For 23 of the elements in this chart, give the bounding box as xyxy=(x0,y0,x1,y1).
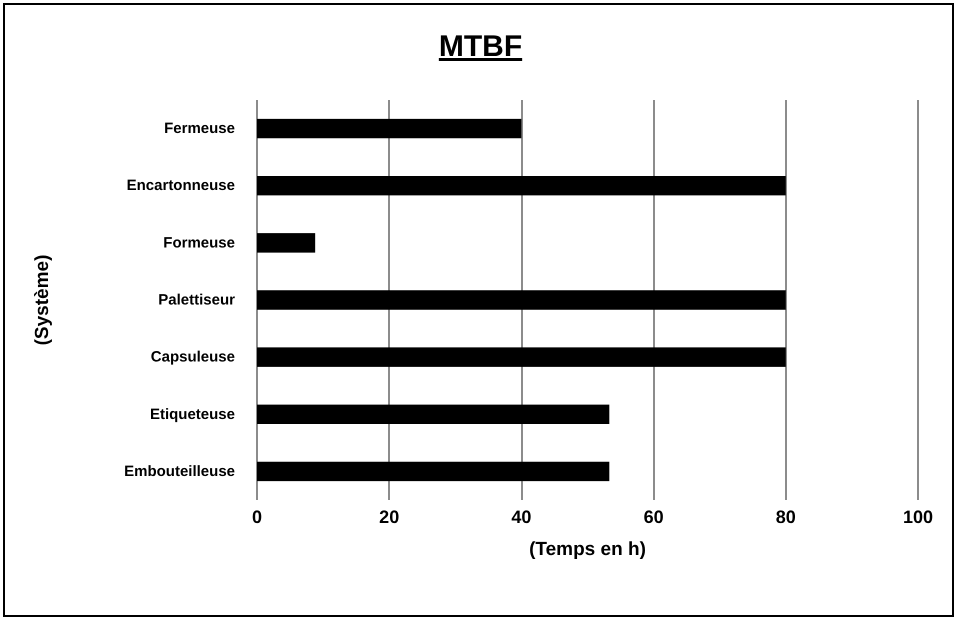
bar xyxy=(257,233,316,253)
x-tick-label: 20 xyxy=(379,507,400,527)
bar xyxy=(257,118,522,138)
y-tick-label: Embouteilleuse xyxy=(124,462,235,480)
x-tick-label: 40 xyxy=(511,507,532,527)
x-axis-title: (Temps en h) xyxy=(529,539,646,560)
bar xyxy=(257,404,610,424)
y-axis-title: (Système) xyxy=(32,254,53,346)
y-tick-label: Encartonneuse xyxy=(126,177,235,194)
bar xyxy=(257,176,786,196)
bar xyxy=(257,462,610,482)
y-tick-label: Palettiseur xyxy=(158,292,236,308)
y-tick-label: Fermeuse xyxy=(164,120,235,138)
x-tick-label: 80 xyxy=(776,507,796,527)
y-tick-label: Capsuleuse xyxy=(150,348,235,366)
x-tick-label: 0 xyxy=(252,507,262,527)
bar xyxy=(257,347,786,367)
x-tick-label: 60 xyxy=(644,507,664,527)
bar xyxy=(257,290,786,310)
y-tick-label: Formeuse xyxy=(163,234,235,252)
y-tick-label: Etiqueteuse xyxy=(150,406,235,423)
x-tick-label: 100 xyxy=(902,507,934,527)
chart-title: MTBF xyxy=(438,30,524,64)
